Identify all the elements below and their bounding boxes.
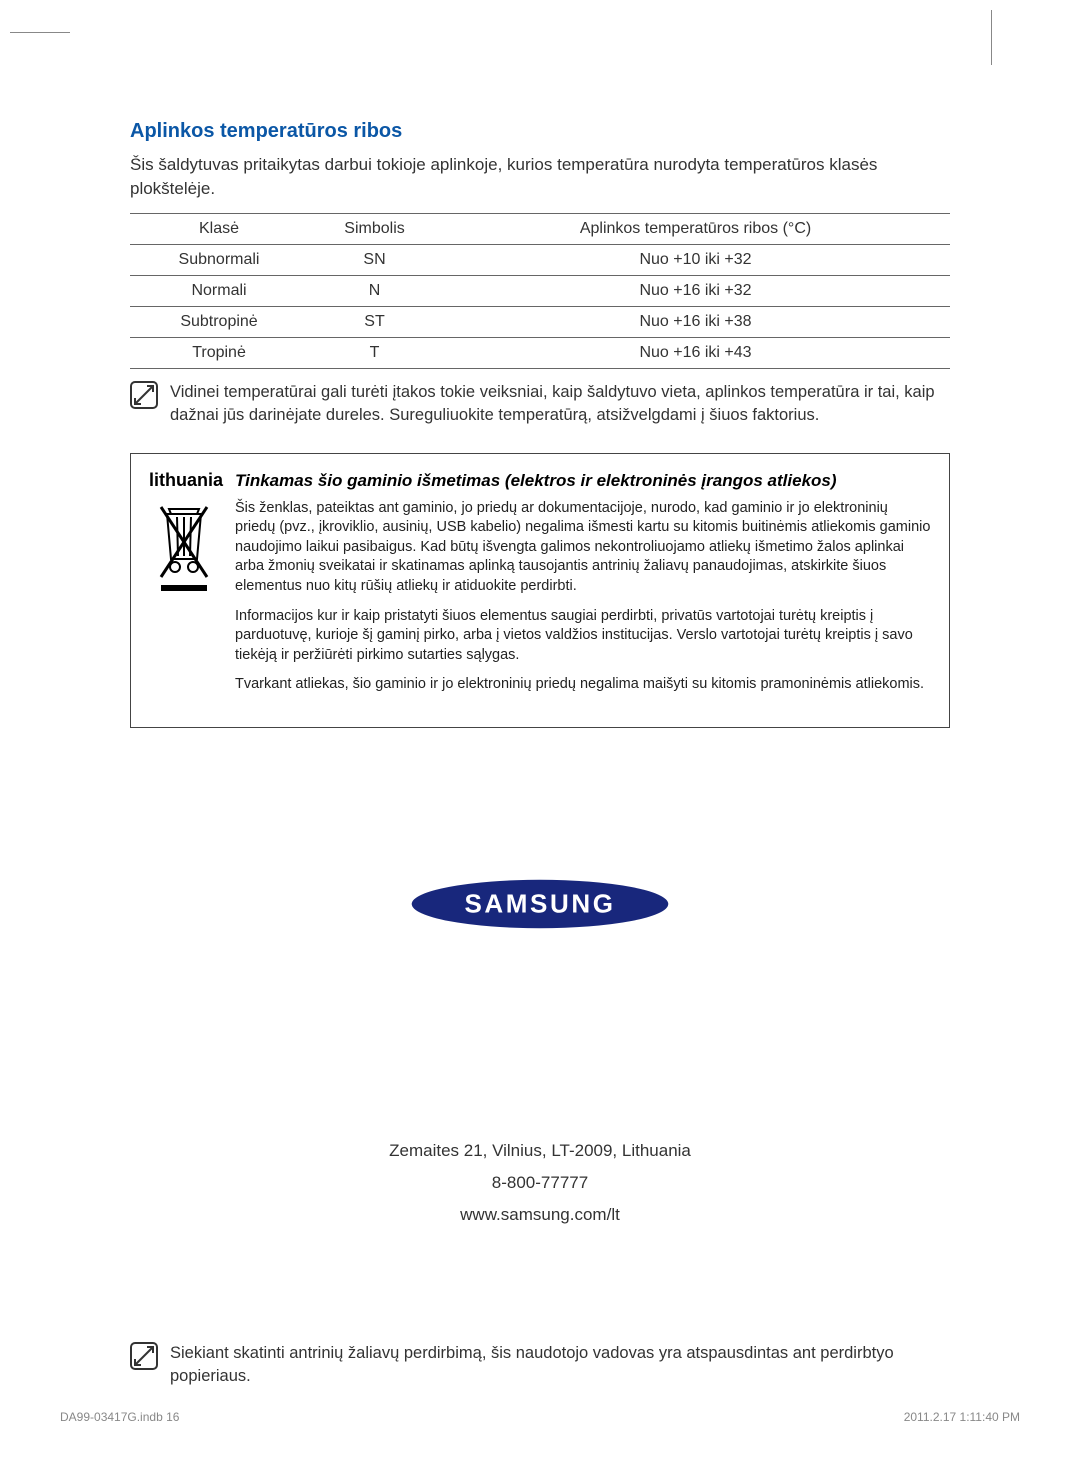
recycle-note: Siekiant skatinti antrinių žaliavų perdi… <box>130 1342 950 1388</box>
table-cell: N <box>308 275 441 306</box>
disposal-paragraph: Šis ženklas, pateiktas ant gaminio, jo p… <box>235 499 931 597</box>
section-intro: Šis šaldytuvas pritaikytas darbui tokioj… <box>130 153 950 201</box>
table-cell: Nuo +16 iki +32 <box>441 275 950 306</box>
table-cell: Normali <box>130 275 308 306</box>
disposal-box: lithuania Tinkamas šio gaminio išmetimas… <box>130 453 950 728</box>
table-row: Tropinė T Nuo +16 iki +43 <box>130 337 950 368</box>
info-note-icon <box>130 381 158 409</box>
table-cell: Nuo +10 iki +32 <box>441 244 950 275</box>
disposal-paragraph: Tvarkant atliekas, šio gaminio ir jo ele… <box>235 675 931 695</box>
table-cell: SN <box>308 244 441 275</box>
table-cell: Nuo +16 iki +38 <box>441 306 950 337</box>
table-header: Aplinkos temperatūros ribos (°C) <box>441 213 950 244</box>
footer-file: DA99-03417G.indb 16 <box>60 1410 179 1424</box>
country-label: lithuania <box>149 470 223 491</box>
table-cell: T <box>308 337 441 368</box>
contact-address: Zemaites 21, Vilnius, LT-2009, Lithuania <box>130 1135 950 1167</box>
table-row: Subtropinė ST Nuo +16 iki +38 <box>130 306 950 337</box>
disposal-paragraph: Informacijos kur ir kaip pristatyti šiuo… <box>235 607 931 666</box>
table-cell: ST <box>308 306 441 337</box>
page-footer: DA99-03417G.indb 16 2011.2.17 1:11:40 PM <box>60 1410 1020 1424</box>
table-header: Simbolis <box>308 213 441 244</box>
waste-bin-icon <box>149 499 219 599</box>
info-note-icon <box>130 1342 158 1370</box>
table-row: Normali N Nuo +16 iki +32 <box>130 275 950 306</box>
temperature-table: Klasė Simbolis Aplinkos temperatūros rib… <box>130 213 950 369</box>
disposal-paragraphs: Šis ženklas, pateiktas ant gaminio, jo p… <box>235 499 931 705</box>
svg-text:SAMSUNG: SAMSUNG <box>464 889 615 919</box>
table-header-row: Klasė Simbolis Aplinkos temperatūros rib… <box>130 213 950 244</box>
table-cell: Nuo +16 iki +43 <box>441 337 950 368</box>
brand-logo: SAMSUNG <box>130 878 950 935</box>
footer-timestamp: 2011.2.17 1:11:40 PM <box>904 1410 1020 1424</box>
recycle-note-text: Siekiant skatinti antrinių žaliavų perdi… <box>170 1342 950 1388</box>
table-cell: Subtropinė <box>130 306 308 337</box>
info-note: Vidinei temperatūrai gali turėti įtakos … <box>130 381 950 427</box>
table-cell: Subnormali <box>130 244 308 275</box>
table-header: Klasė <box>130 213 308 244</box>
contact-phone: 8-800-77777 <box>130 1167 950 1199</box>
table-cell: Tropinė <box>130 337 308 368</box>
info-note-text: Vidinei temperatūrai gali turėti įtakos … <box>170 381 950 427</box>
table-row: Subnormali SN Nuo +10 iki +32 <box>130 244 950 275</box>
section-title: Aplinkos temperatūros ribos <box>130 120 950 143</box>
contact-url: www.samsung.com/lt <box>130 1199 950 1231</box>
contact-block: Zemaites 21, Vilnius, LT-2009, Lithuania… <box>130 1135 950 1232</box>
disposal-title: Tinkamas šio gaminio išmetimas (elektros… <box>235 471 837 491</box>
